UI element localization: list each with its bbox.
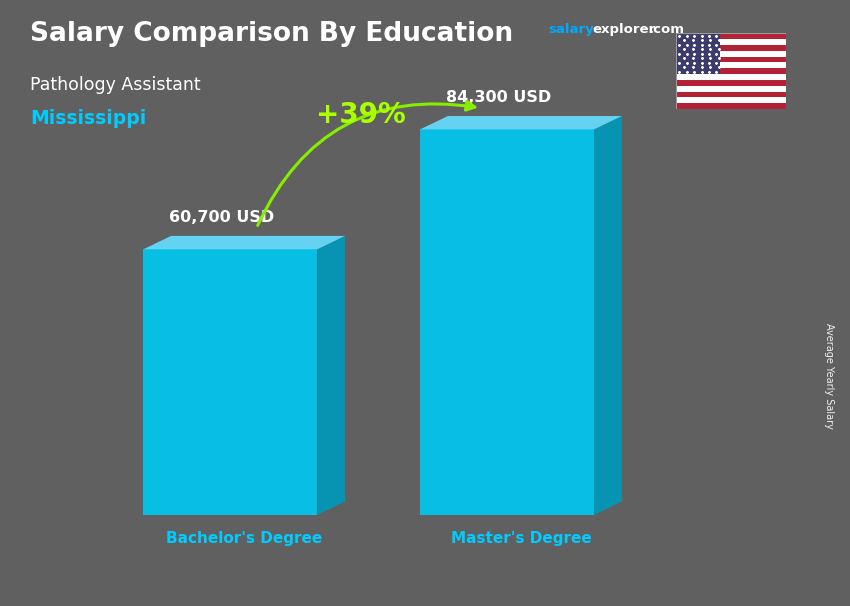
Text: +39%: +39% — [316, 101, 405, 128]
Text: Mississippi: Mississippi — [30, 109, 146, 128]
Bar — [676, 45, 786, 51]
Text: 60,700 USD: 60,700 USD — [169, 210, 275, 225]
Text: explorer: explorer — [592, 23, 655, 36]
Polygon shape — [144, 236, 345, 249]
Polygon shape — [420, 116, 621, 129]
Bar — [676, 98, 786, 103]
Bar — [676, 56, 786, 62]
Bar — [676, 39, 786, 45]
Text: 84,300 USD: 84,300 USD — [445, 90, 551, 105]
Bar — [676, 103, 786, 109]
Text: Average Yearly Salary: Average Yearly Salary — [824, 323, 834, 428]
Polygon shape — [594, 116, 621, 515]
Bar — [676, 74, 786, 80]
Text: Master's Degree: Master's Degree — [450, 531, 592, 546]
Bar — [676, 62, 786, 68]
Text: Pathology Assistant: Pathology Assistant — [30, 76, 201, 94]
Bar — [676, 68, 786, 74]
Bar — [676, 80, 786, 86]
Bar — [676, 92, 786, 98]
Bar — [676, 33, 720, 74]
Bar — [676, 33, 786, 39]
Text: salary: salary — [548, 23, 594, 36]
Polygon shape — [144, 249, 317, 515]
Bar — [676, 51, 786, 56]
Polygon shape — [420, 129, 594, 515]
Text: Bachelor's Degree: Bachelor's Degree — [166, 531, 322, 546]
Text: Salary Comparison By Education: Salary Comparison By Education — [30, 21, 513, 47]
Text: .com: .com — [649, 23, 684, 36]
Polygon shape — [317, 236, 345, 515]
Bar — [676, 86, 786, 92]
